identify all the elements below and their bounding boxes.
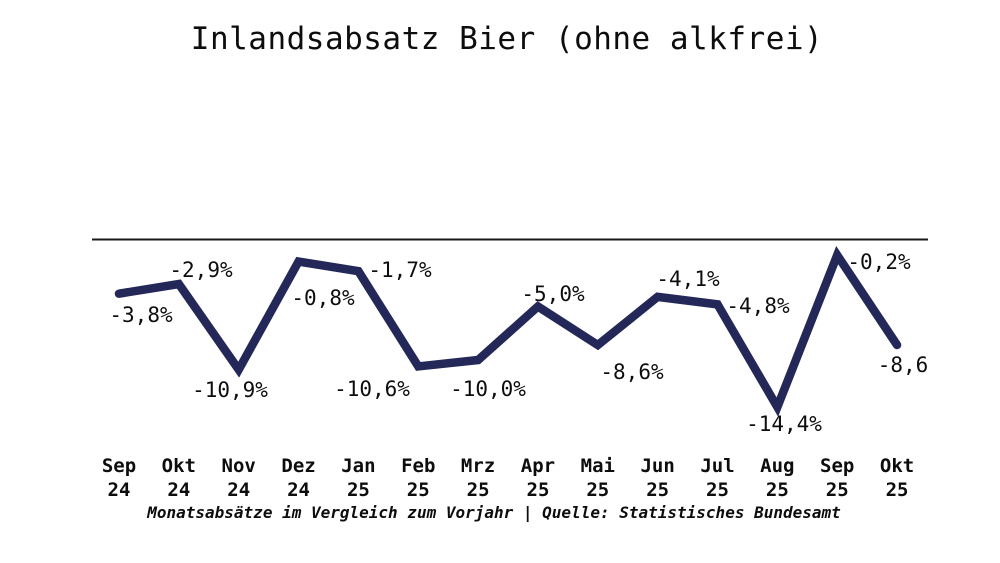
x-axis-month-label: Feb [401,455,435,477]
x-axis-month-label: Okt [880,455,914,477]
data-point-label: -14,4% [746,412,822,436]
x-axis-month-label: Jun [640,455,674,477]
x-axis-month-label: Nov [222,455,256,477]
data-point-label: -4,8% [726,294,790,318]
x-axis-month-label: Dez [281,455,315,477]
x-axis-month-label: Aug [760,455,794,477]
x-axis-year-label: 25 [586,479,609,501]
x-axis-month-label: Mrz [461,455,495,477]
chart-title: Inlandsabsatz Bier (ohne alkfrei) [190,21,824,57]
x-axis-year-label: 25 [646,479,669,501]
x-axis-year-label: 25 [886,479,909,501]
data-point-label: -5,0% [521,282,585,306]
x-axis-year-label: 25 [527,479,550,501]
data-point-label: -2,9% [169,258,233,282]
data-point-label: -10,6% [334,377,410,401]
x-axis-month-label: Mai [581,455,615,477]
x-axis-month-label: Sep [102,455,136,477]
x-axis-month-label: Jul [700,455,734,477]
data-point-label: -8,6 [878,353,929,377]
data-point-label: -4,1% [656,267,720,291]
x-axis-year-label: 25 [766,479,789,501]
chart-footnote: Monatsabsätze im Vergleich zum Vorjahr |… [147,503,841,522]
x-axis-month-label: Apr [521,455,555,477]
x-axis-year-label: 25 [467,479,490,501]
data-point-label: -8,6% [600,360,664,384]
data-point-label: -10,9% [192,378,268,402]
x-axis-year-label: 25 [347,479,370,501]
data-point-label: -3,8% [109,303,173,327]
x-axis-year-label: 24 [287,479,310,501]
x-axis-year-label: 24 [167,479,190,501]
data-line [114,246,902,417]
data-point-label: -0,2% [847,250,911,274]
x-axis-month-label: Sep [820,455,854,477]
x-axis-year-label: 24 [108,479,131,501]
x-axis-month-label: Okt [162,455,196,477]
x-axis-month-label: Jan [341,455,375,477]
data-point-label: -0,8% [291,286,355,310]
x-axis-year-label: 24 [227,479,250,501]
data-point-label: -10,0% [450,377,526,401]
x-axis-year-label: 25 [706,479,729,501]
x-axis-year-label: 25 [826,479,849,501]
data-point-label: -1,7% [368,258,432,282]
x-axis-year-label: 25 [407,479,430,501]
